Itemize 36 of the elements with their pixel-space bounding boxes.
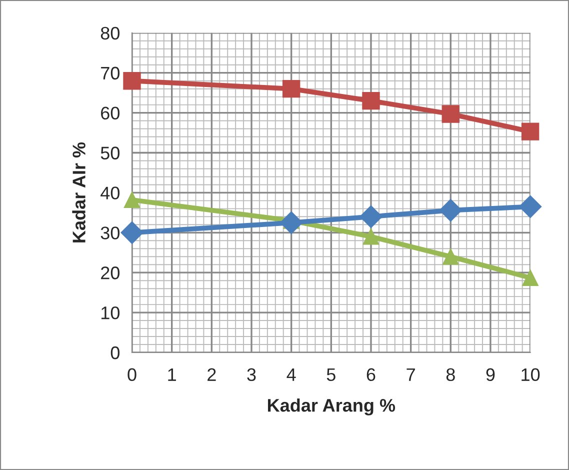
x-tick-label: 0 bbox=[128, 368, 136, 382]
point bbox=[439, 198, 462, 222]
y-tick-label: 70 bbox=[101, 66, 120, 80]
point bbox=[521, 122, 540, 140]
point bbox=[120, 221, 144, 244]
y-tick-label: 40 bbox=[100, 186, 120, 200]
x-tick-label: 9 bbox=[486, 368, 495, 382]
point bbox=[280, 211, 303, 234]
point bbox=[442, 248, 459, 265]
point bbox=[360, 205, 382, 228]
point bbox=[362, 228, 380, 245]
y-axis-title: Kadar AIr % bbox=[72, 142, 86, 242]
y-tick-label: 20 bbox=[101, 266, 120, 280]
x-tick-label: 10 bbox=[522, 368, 540, 382]
y-tick-label: 0 bbox=[110, 346, 120, 360]
y-tick-label: 60 bbox=[101, 106, 120, 120]
x-tick-label: 2 bbox=[208, 368, 216, 381]
y-tick-label: 50 bbox=[100, 146, 120, 160]
x-axis-title: Kadar Arang % bbox=[268, 398, 396, 416]
point bbox=[442, 105, 460, 123]
point bbox=[282, 80, 300, 98]
x-tick-label: 8 bbox=[446, 368, 455, 382]
y-tick-label: 30 bbox=[100, 226, 120, 240]
point bbox=[124, 192, 140, 208]
y-tick-label: 10 bbox=[102, 306, 120, 320]
point bbox=[123, 72, 141, 90]
x-tick-label: 7 bbox=[406, 368, 415, 381]
x-tick-label: 5 bbox=[326, 368, 336, 382]
x-tick-label: 6 bbox=[366, 368, 376, 382]
point bbox=[522, 270, 538, 286]
point bbox=[362, 92, 380, 110]
x-tick-label: 4 bbox=[286, 368, 296, 381]
y-tick-label: 80 bbox=[100, 26, 120, 40]
x-tick-label: 3 bbox=[247, 368, 256, 382]
point bbox=[518, 195, 542, 218]
x-tick-label: 1 bbox=[168, 368, 176, 381]
